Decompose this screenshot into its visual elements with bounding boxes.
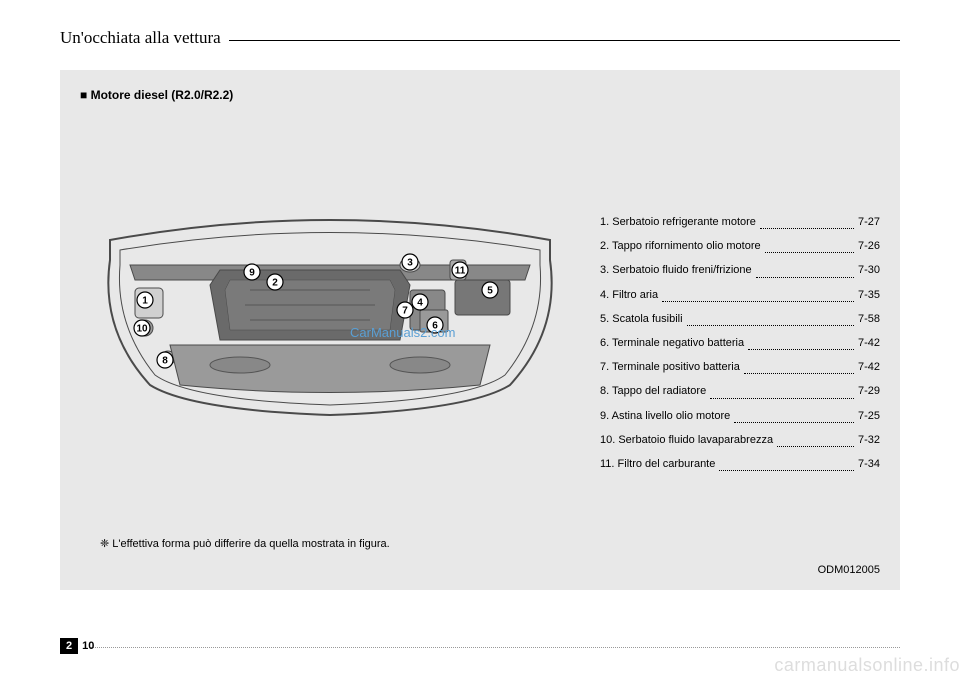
label-bullet: ■ <box>80 88 87 102</box>
callout-number: 11 <box>455 266 466 277</box>
legend-dots <box>756 253 854 277</box>
legend-row: 11. Filtro del carburante 7-34 <box>600 452 880 476</box>
legend-page: 7-26 <box>858 234 880 258</box>
legend-page: 7-35 <box>858 283 880 307</box>
legend-page: 7-25 <box>858 404 880 428</box>
legend-dots <box>687 302 854 326</box>
header-title: Un'occhiata alla vettura <box>60 28 221 48</box>
page-number: 10 <box>82 640 94 652</box>
callout-number: 7 <box>402 306 408 317</box>
chapter-number: 2 <box>60 638 78 654</box>
legend-label: 2. Tappo rifornimento olio motore <box>600 234 761 258</box>
figure-code: ODM012005 <box>818 564 880 576</box>
legend-dots <box>748 326 854 350</box>
callout-number: 8 <box>162 356 168 367</box>
legend-dots <box>662 278 854 302</box>
callout-number: 4 <box>417 298 423 309</box>
legend-page: 7-30 <box>858 258 880 282</box>
legend-page: 7-32 <box>858 428 880 452</box>
manual-page: Un'occhiata alla vettura ■ Motore diesel… <box>0 0 960 676</box>
legend-dots <box>760 205 854 229</box>
legend-label: 4. Filtro aria <box>600 283 658 307</box>
callout-number: 5 <box>487 286 493 297</box>
callout-number: 10 <box>136 324 148 335</box>
footnote: ❈ L'effettiva forma può differire da que… <box>100 537 390 550</box>
legend-page: 7-42 <box>858 355 880 379</box>
callout-number: 1 <box>142 296 148 307</box>
legend-page: 7-27 <box>858 210 880 234</box>
legend-label: 8. Tappo del radiatore <box>600 379 706 403</box>
legend-page: 7-58 <box>858 307 880 331</box>
legend-dots <box>777 423 854 447</box>
legend-dots <box>765 229 854 253</box>
legend-page: 7-34 <box>858 452 880 476</box>
legend-label: 11. Filtro del carburante <box>600 452 715 476</box>
engine-diagram: 1234567891011 <box>90 210 570 430</box>
label-text: Motore diesel (R2.0/R2.2) <box>91 88 234 102</box>
parts-legend: 1. Serbatoio refrigerante motore 7-27 2. T… <box>600 210 880 476</box>
callout-number: 9 <box>249 268 255 279</box>
legend-label: 5. Scatola fusibili <box>600 307 683 331</box>
engine-label: ■ Motore diesel (R2.0/R2.2) <box>80 88 880 102</box>
legend-label: 9. Astina livello olio motore <box>600 404 730 428</box>
legend-label: 1. Serbatoio refrigerante motore <box>600 210 756 234</box>
legend-dots <box>710 374 854 398</box>
callout-number: 3 <box>407 258 413 269</box>
callout-number: 2 <box>272 278 278 289</box>
header-rule <box>229 40 900 41</box>
page-footer: 2 10 <box>60 638 94 654</box>
figure-box: ■ Motore diesel (R2.0/R2.2) <box>60 70 900 590</box>
footer-rule <box>90 647 900 648</box>
watermark-corner: carmanualsonline.info <box>774 655 960 676</box>
page-header: Un'occhiata alla vettura <box>60 28 900 48</box>
legend-page: 7-29 <box>858 379 880 403</box>
legend-label: 6. Terminale negativo batteria <box>600 331 744 355</box>
legend-dots <box>719 447 854 471</box>
legend-dots <box>744 350 854 374</box>
engine-svg: 1234567891011 <box>90 210 570 430</box>
watermark-center: CarManuals2.com <box>350 325 456 340</box>
legend-page: 7-42 <box>858 331 880 355</box>
legend-dots <box>734 399 854 423</box>
